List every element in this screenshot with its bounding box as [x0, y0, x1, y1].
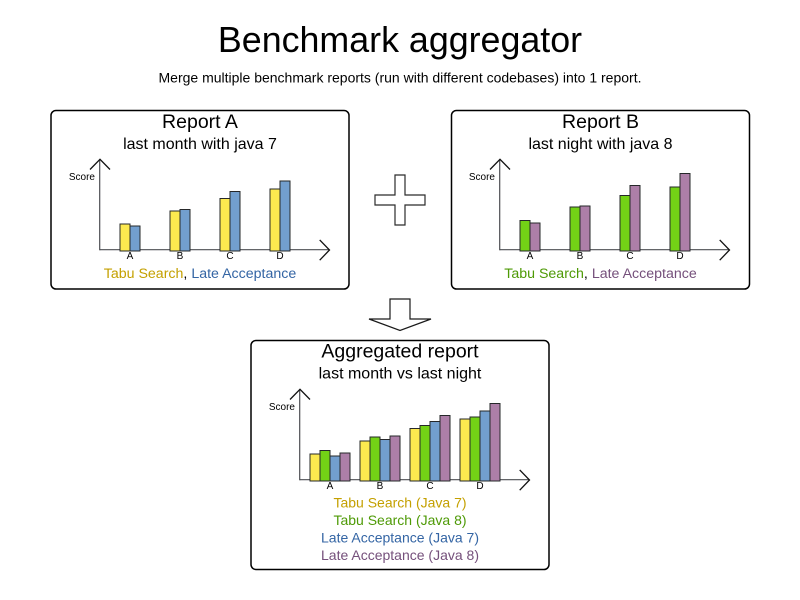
svg-text:A: A — [327, 481, 334, 492]
svg-text:Tabu Search (Java 7): Tabu Search (Java 7) — [333, 495, 466, 511]
svg-text:A: A — [127, 251, 134, 262]
svg-text:C: C — [426, 481, 433, 492]
svg-text:B: B — [177, 251, 184, 262]
svg-text:Report B: Report B — [562, 111, 639, 133]
svg-text:Tabu Search, Late Acceptance: Tabu Search, Late Acceptance — [504, 266, 697, 282]
svg-text:Benchmark aggregator: Benchmark aggregator — [218, 20, 582, 60]
svg-text:Merge multiple benchmark repor: Merge multiple benchmark reports (run wi… — [159, 69, 642, 85]
svg-text:Score: Score — [69, 172, 96, 183]
svg-text:last night with java 8: last night with java 8 — [528, 136, 672, 153]
svg-text:Score: Score — [469, 172, 496, 183]
svg-text:last month with java 7: last month with java 7 — [123, 136, 277, 153]
svg-text:Late Acceptance (Java 8): Late Acceptance (Java 8) — [321, 547, 479, 563]
svg-text:C: C — [626, 251, 633, 262]
svg-text:A: A — [527, 251, 534, 262]
svg-text:D: D — [476, 481, 483, 492]
svg-text:Aggregated report: Aggregated report — [321, 341, 479, 363]
svg-text:Tabu Search, Late Acceptance: Tabu Search, Late Acceptance — [104, 266, 297, 282]
svg-text:last month vs last night: last month vs last night — [319, 366, 482, 383]
svg-text:B: B — [377, 481, 384, 492]
svg-text:Report A: Report A — [162, 111, 238, 133]
svg-text:D: D — [276, 251, 283, 262]
svg-text:C: C — [226, 251, 233, 262]
svg-text:Tabu Search (Java 8): Tabu Search (Java 8) — [333, 512, 466, 528]
svg-text:B: B — [577, 251, 584, 262]
svg-text:Late Acceptance (Java 7): Late Acceptance (Java 7) — [321, 530, 479, 546]
svg-text:D: D — [676, 251, 683, 262]
svg-text:Score: Score — [269, 402, 296, 413]
